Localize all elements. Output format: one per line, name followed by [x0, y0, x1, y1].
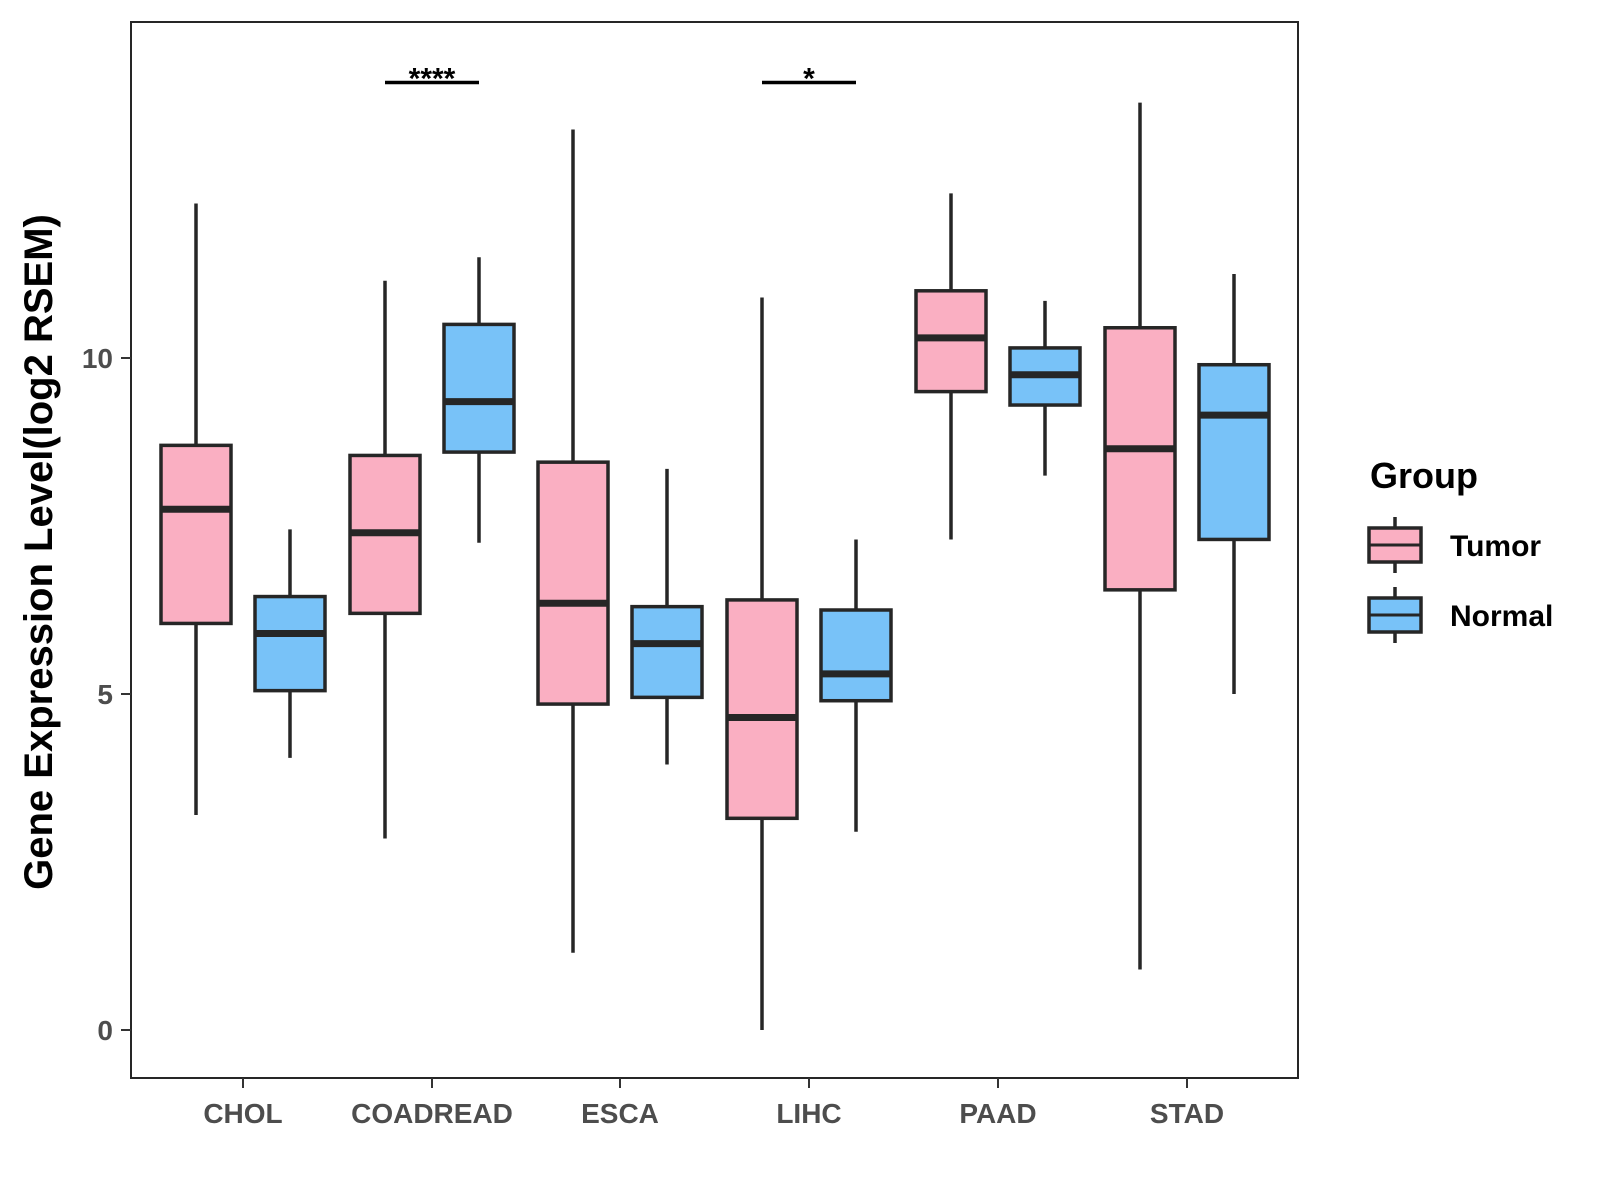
box-iqr — [159, 443, 233, 626]
box-iqr — [253, 594, 327, 693]
significance-label: **** — [409, 62, 456, 95]
box-tumor-paad — [914, 193, 988, 540]
x-tick-label: LIHC — [776, 1098, 841, 1129]
box-iqr — [1103, 326, 1177, 592]
box-tumor-stad — [1103, 102, 1177, 970]
x-tick-label: CHOL — [203, 1098, 282, 1129]
legend-label: Tumor — [1450, 530, 1541, 563]
box-normal-chol — [253, 529, 327, 758]
y-tick-label: 10 — [82, 343, 113, 374]
box-normal-coadread — [442, 257, 516, 543]
legend-title: Group — [1370, 455, 1478, 496]
y-axis-title: Gene Expression Level(log2 RSEM) — [17, 214, 61, 890]
box-iqr — [536, 460, 610, 706]
box-normal-lihc — [819, 539, 893, 832]
x-tick-label: PAAD — [959, 1098, 1036, 1129]
box-normal-stad — [1197, 274, 1271, 694]
legend-label: Normal — [1450, 600, 1553, 633]
x-tick-label: STAD — [1150, 1098, 1224, 1129]
plot-panel-border — [130, 21, 1299, 1079]
x-tick-label: COADREAD — [351, 1098, 513, 1129]
box-iqr — [630, 604, 704, 700]
x-tick-label: ESCA — [581, 1098, 659, 1129]
box-normal-esca — [630, 468, 704, 765]
box-normal-paad — [1008, 300, 1082, 476]
box-tumor-chol — [159, 203, 233, 815]
box-iqr — [725, 598, 799, 821]
y-tick-label: 5 — [97, 679, 113, 710]
y-tick-label: 0 — [97, 1015, 113, 1046]
legend-entry-tumor: Tumor — [1367, 517, 1541, 573]
box-tumor-coadread — [348, 280, 422, 839]
significance-label: * — [803, 62, 815, 95]
box-iqr — [1197, 362, 1271, 542]
box-iqr — [819, 608, 893, 703]
box-tumor-lihc — [725, 297, 799, 1030]
legend-entry-normal: Normal — [1367, 587, 1553, 643]
box-iqr — [442, 322, 516, 454]
box-tumor-esca — [536, 129, 610, 953]
